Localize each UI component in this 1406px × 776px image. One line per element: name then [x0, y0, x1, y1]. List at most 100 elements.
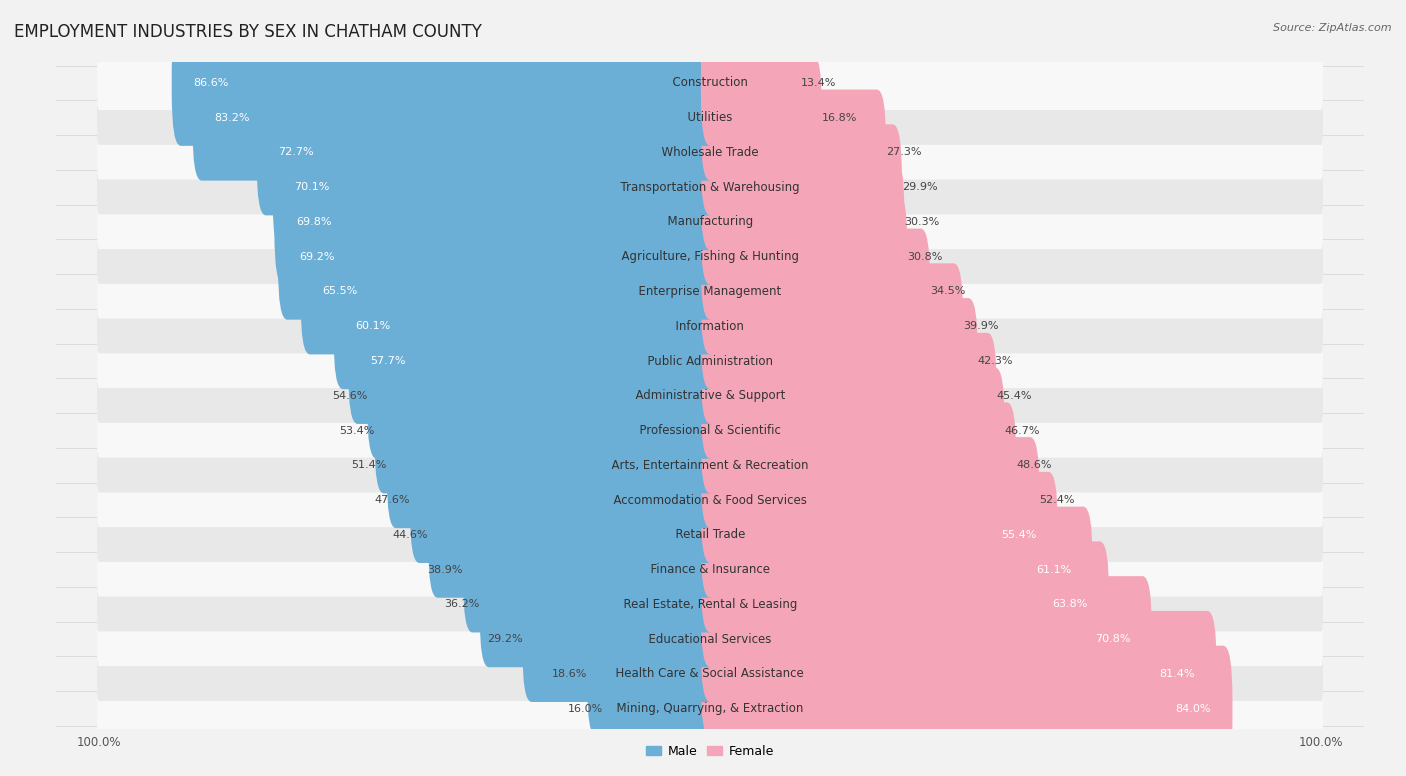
Legend: Male, Female: Male, Female — [641, 740, 779, 764]
Text: 36.2%: 36.2% — [444, 599, 479, 609]
FancyBboxPatch shape — [700, 368, 1004, 494]
Text: Educational Services: Educational Services — [641, 632, 779, 646]
Text: 16.0%: 16.0% — [568, 704, 603, 714]
Text: 51.4%: 51.4% — [352, 460, 387, 470]
FancyBboxPatch shape — [273, 124, 720, 250]
Text: 42.3%: 42.3% — [977, 356, 1014, 366]
Text: Arts, Entertainment & Recreation: Arts, Entertainment & Recreation — [605, 459, 815, 472]
FancyBboxPatch shape — [700, 576, 1152, 702]
FancyBboxPatch shape — [97, 438, 1323, 493]
Text: 83.2%: 83.2% — [214, 113, 249, 123]
FancyBboxPatch shape — [700, 403, 1017, 528]
FancyBboxPatch shape — [700, 229, 929, 355]
Text: 60.1%: 60.1% — [356, 321, 391, 331]
Text: Mining, Quarrying, & Extraction: Mining, Quarrying, & Extraction — [609, 702, 811, 715]
FancyBboxPatch shape — [257, 89, 720, 216]
FancyBboxPatch shape — [333, 263, 720, 389]
Text: 45.4%: 45.4% — [997, 391, 1032, 400]
Text: Transportation & Warehousing: Transportation & Warehousing — [613, 181, 807, 194]
Text: 30.3%: 30.3% — [904, 217, 939, 227]
Text: Source: ZipAtlas.com: Source: ZipAtlas.com — [1274, 23, 1392, 33]
Text: 34.5%: 34.5% — [929, 286, 966, 296]
Text: 27.3%: 27.3% — [886, 147, 921, 158]
FancyBboxPatch shape — [367, 333, 720, 459]
Text: Retail Trade: Retail Trade — [668, 528, 752, 542]
FancyBboxPatch shape — [172, 20, 720, 146]
FancyBboxPatch shape — [97, 126, 1323, 179]
FancyBboxPatch shape — [97, 56, 1323, 110]
FancyBboxPatch shape — [700, 124, 901, 250]
Text: 72.7%: 72.7% — [278, 147, 314, 158]
Text: 47.6%: 47.6% — [374, 495, 411, 505]
FancyBboxPatch shape — [387, 403, 720, 528]
FancyBboxPatch shape — [349, 298, 720, 424]
FancyBboxPatch shape — [97, 577, 1323, 632]
Text: 18.6%: 18.6% — [551, 669, 588, 679]
FancyBboxPatch shape — [97, 369, 1323, 423]
Text: Professional & Scientific: Professional & Scientific — [631, 424, 789, 437]
Text: 65.5%: 65.5% — [322, 286, 357, 296]
Text: 63.8%: 63.8% — [1052, 599, 1088, 609]
Text: Real Estate, Rental & Leasing: Real Estate, Rental & Leasing — [616, 598, 804, 611]
FancyBboxPatch shape — [97, 612, 1323, 666]
FancyBboxPatch shape — [374, 368, 720, 494]
Text: 38.9%: 38.9% — [427, 565, 463, 574]
Text: Enterprise Management: Enterprise Management — [631, 285, 789, 298]
FancyBboxPatch shape — [603, 646, 720, 771]
Text: 29.2%: 29.2% — [486, 634, 523, 644]
Text: 61.1%: 61.1% — [1036, 565, 1071, 574]
Text: 69.2%: 69.2% — [299, 251, 335, 262]
FancyBboxPatch shape — [700, 611, 1216, 736]
FancyBboxPatch shape — [411, 437, 720, 563]
Text: 81.4%: 81.4% — [1160, 669, 1195, 679]
Text: Utilities: Utilities — [681, 111, 740, 124]
Text: 53.4%: 53.4% — [339, 425, 374, 435]
FancyBboxPatch shape — [278, 194, 720, 320]
Text: 48.6%: 48.6% — [1017, 460, 1052, 470]
Text: 55.4%: 55.4% — [1001, 530, 1036, 540]
Text: 86.6%: 86.6% — [193, 78, 229, 88]
Text: 70.8%: 70.8% — [1095, 634, 1130, 644]
FancyBboxPatch shape — [97, 334, 1323, 388]
Text: 13.4%: 13.4% — [801, 78, 837, 88]
FancyBboxPatch shape — [97, 473, 1323, 527]
FancyBboxPatch shape — [700, 333, 997, 459]
FancyBboxPatch shape — [97, 265, 1323, 319]
Text: 46.7%: 46.7% — [1004, 425, 1040, 435]
Text: 70.1%: 70.1% — [294, 182, 329, 192]
Text: 52.4%: 52.4% — [1039, 495, 1074, 505]
FancyBboxPatch shape — [97, 542, 1323, 597]
Text: 57.7%: 57.7% — [370, 356, 405, 366]
Text: 69.8%: 69.8% — [295, 217, 332, 227]
Text: 44.6%: 44.6% — [392, 530, 429, 540]
FancyBboxPatch shape — [193, 55, 720, 181]
Text: 30.8%: 30.8% — [907, 251, 943, 262]
FancyBboxPatch shape — [700, 194, 907, 320]
FancyBboxPatch shape — [700, 437, 1039, 563]
FancyBboxPatch shape — [97, 299, 1323, 353]
Text: Construction: Construction — [665, 76, 755, 89]
FancyBboxPatch shape — [588, 611, 720, 736]
Text: 39.9%: 39.9% — [963, 321, 998, 331]
FancyBboxPatch shape — [97, 195, 1323, 249]
Text: 84.0%: 84.0% — [1175, 704, 1211, 714]
FancyBboxPatch shape — [274, 159, 720, 285]
Text: EMPLOYMENT INDUSTRIES BY SEX IN CHATHAM COUNTY: EMPLOYMENT INDUSTRIES BY SEX IN CHATHAM … — [14, 23, 482, 41]
Text: 29.9%: 29.9% — [901, 182, 938, 192]
FancyBboxPatch shape — [429, 472, 720, 598]
Text: Public Administration: Public Administration — [640, 355, 780, 368]
Text: 16.8%: 16.8% — [823, 113, 858, 123]
FancyBboxPatch shape — [479, 542, 720, 667]
FancyBboxPatch shape — [97, 404, 1323, 458]
Text: Accommodation & Food Services: Accommodation & Food Services — [606, 494, 814, 507]
FancyBboxPatch shape — [97, 681, 1323, 736]
FancyBboxPatch shape — [97, 160, 1323, 214]
Text: Administrative & Support: Administrative & Support — [627, 390, 793, 402]
FancyBboxPatch shape — [700, 263, 963, 389]
FancyBboxPatch shape — [97, 230, 1323, 284]
FancyBboxPatch shape — [700, 507, 1092, 632]
FancyBboxPatch shape — [301, 229, 720, 355]
FancyBboxPatch shape — [97, 508, 1323, 562]
Text: 54.6%: 54.6% — [332, 391, 367, 400]
FancyBboxPatch shape — [463, 507, 720, 632]
